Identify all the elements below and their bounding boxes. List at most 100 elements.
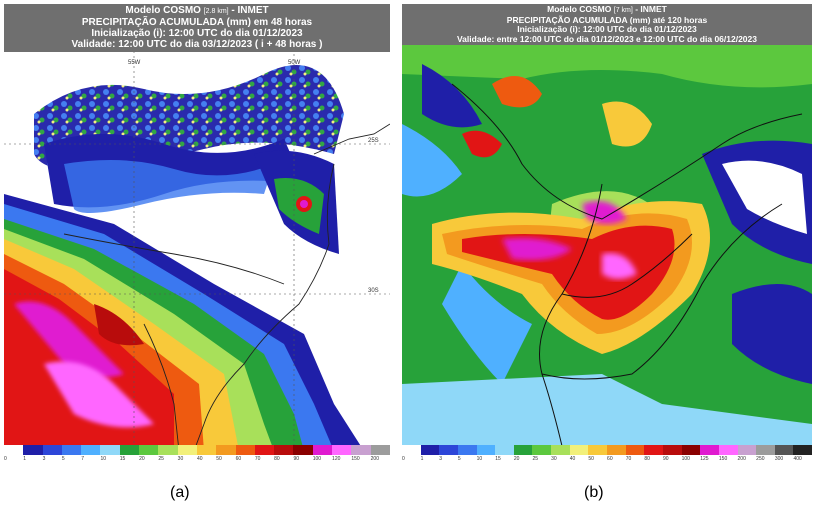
colorbar-tick-label: 250 [756,456,765,462]
colorbar-swatch [23,445,43,455]
colorbar-tick-label: 200 [370,456,379,462]
colorbar-swatch [332,445,352,455]
colorbar-swatch [235,445,255,455]
panel-a-title-validity: Validade: 12:00 UTC do dia 03/12/2023 ( … [71,39,323,50]
colorbar-swatch [588,445,608,455]
colorbar-tick-label: 50 [216,456,222,462]
panel-b-title-org: - INMET [632,4,667,14]
colorbar-tick-label: 150 [718,456,728,462]
colorbar-swatch [439,445,458,455]
colorbar-swatch [100,445,120,455]
colorbar-swatch [177,445,197,455]
colorbar-tick-label: 20 [139,456,145,462]
colorbar-tick-label: 80 [274,456,280,462]
caption-b: (b) [584,484,604,501]
panel-b-colorbar [402,445,812,455]
colorbar-swatch [793,445,812,455]
lon-label-55w: 55W [128,60,141,66]
colorbar-swatch [774,445,794,455]
panel-a-title-variable: PRECIPITAÇÃO ACUMULADA (mm) em 48 horas [81,17,313,28]
colorbar-swatch [532,445,552,455]
panel-a-colorbar-ticks: 0 1 3 5 7 10 15 20 25 30 40 50 60 70 80 90 100 120 150 200 [4,456,390,464]
colorbar-tick-label: 30 [177,456,184,462]
colorbar-tick-label: 25 [532,456,539,462]
panel-b-title-resolution: [7 km] [613,7,633,14]
colorbar-swatch [158,445,178,455]
colorbar-swatch [196,445,217,455]
panel-a-title-org: - INMET [228,5,269,16]
colorbar-swatch [139,445,159,455]
panel-a-precip-map [4,4,390,452]
colorbar-tick-label: 100 [312,456,322,462]
panel-a-borders [4,4,390,452]
colorbar-tick-label: 15 [495,456,501,462]
lat-label-30s: 30S [368,288,379,294]
panel-b-title-model: Modelo COSMO [547,4,612,14]
colorbar-swatch [216,445,236,455]
colorbar-tick-label: 40 [196,456,203,462]
colorbar-swatch [513,445,533,455]
colorbar-tick-label: 0 [402,456,405,462]
colorbar-swatch [551,445,570,455]
colorbar-tick-label: 25 [158,456,164,462]
colorbar-tick-label: 40 [569,456,576,462]
panel-b-title-variable: PRECIPITAÇÃO ACUMULADA (mm) até 120 hora… [506,14,708,25]
colorbar-tick-label: 70 [625,456,632,462]
panel-a-title-model: Modelo COSMO [125,5,201,16]
colorbar-tick-label: 10 [476,456,483,462]
colorbar-tick-label: 7 [81,456,84,462]
colorbar-tick-label: 60 [235,456,242,462]
colorbar-tick-label: 1 [420,456,424,462]
lat-label-25s: 25S [368,138,379,144]
panel-a-main-rain-band [4,194,364,451]
colorbar-swatch [681,445,701,455]
colorbar-swatch [476,445,496,455]
panel-b-precip-field [402,44,812,446]
colorbar-swatch [644,445,663,455]
colorbar-tick-label: 60 [607,456,613,462]
colorbar-tick-label: 3 [42,456,46,462]
colorbar-tick-label: 70 [254,456,261,462]
colorbar-swatch [370,445,390,455]
colorbar-tick-label: 0 [4,456,7,462]
colorbar-tick-label: 3 [439,456,443,462]
colorbar-tick-label: 150 [351,456,360,462]
panel-b-title-validity: Validade: entre 12:00 UTC do dia 01/12/2… [456,33,757,44]
caption-a: (a) [170,484,190,501]
panel-b-precip-map [402,44,812,447]
panel-a-title-init: Inicialização (i): 12:00 UTC do dia 01/1… [91,28,303,39]
colorbar-swatch [700,445,719,455]
colorbar-tick-label: 5 [457,456,461,462]
colorbar-swatch [756,445,775,455]
colorbar-swatch [607,445,626,455]
colorbar-tick-label: 5 [61,456,65,462]
colorbar-tick-label: 90 [293,456,300,462]
colorbar-tick-label: 15 [119,456,126,462]
colorbar-swatch [457,445,477,455]
lon-label-50w: 50W [288,60,301,66]
colorbar-tick-label: 50 [588,456,594,462]
colorbar-swatch [42,445,62,455]
colorbar-tick-label: 200 [737,456,746,462]
colorbar-swatch [4,445,24,455]
colorbar-swatch [61,445,82,455]
colorbar-swatch [119,445,140,455]
colorbar-tick-label: 100 [681,456,690,462]
panel-a-title-resolution: [2.8 km] [203,8,229,15]
colorbar-swatch [737,445,757,455]
colorbar-swatch [625,445,645,455]
map-panel-b: Modelo COSMO [7 km] - INMET PRECIPITAÇÃO… [402,4,812,464]
colorbar-swatch [81,445,101,455]
colorbar-tick-label: 10 [100,456,107,462]
colorbar-swatch [254,445,275,455]
colorbar-swatch [662,445,682,455]
colorbar-swatch [274,445,294,455]
colorbar-swatch [420,445,440,455]
colorbar-tick-label: 300 [774,456,784,462]
colorbar-tick-label: 400 [793,456,802,462]
panel-b-title-init: Inicialização (i): 12:00 UTC do dia 01/1… [517,24,697,34]
panel-a-northern-cells [34,65,344,254]
colorbar-tick-label: 1 [23,456,27,462]
map-panel-a: Modelo COSMO [2.8 km] - INMET PRECIPITAÇ… [4,4,390,464]
colorbar-swatch [718,445,738,455]
